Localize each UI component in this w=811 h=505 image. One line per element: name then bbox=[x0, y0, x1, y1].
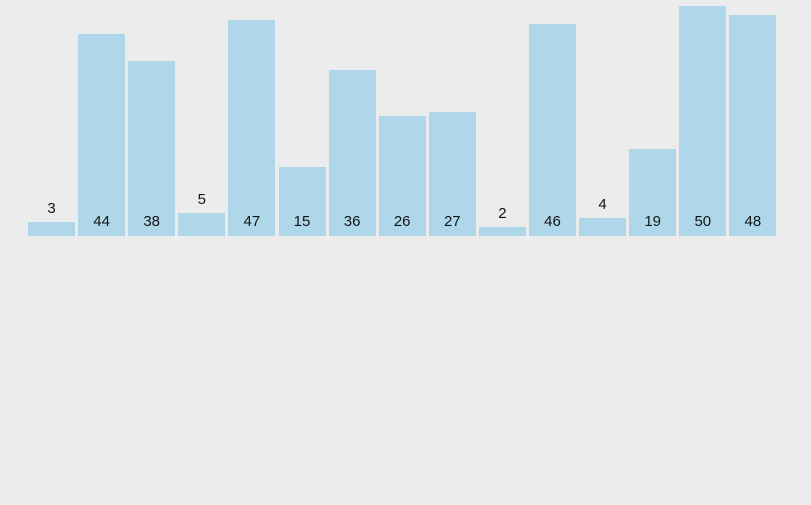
bar-value-label: 26 bbox=[393, 213, 411, 230]
bar bbox=[579, 217, 627, 236]
bar-value-label: 3 bbox=[47, 200, 56, 218]
bar bbox=[228, 19, 276, 236]
bar bbox=[28, 222, 75, 236]
bar-group: 19 bbox=[629, 0, 677, 236]
bar-value-label: 4 bbox=[598, 195, 607, 213]
bar bbox=[629, 148, 677, 236]
bar bbox=[78, 33, 126, 236]
bar-value-label: 44 bbox=[93, 213, 110, 230]
bar-group: 50 bbox=[679, 0, 727, 236]
bar bbox=[178, 213, 226, 236]
bar bbox=[529, 24, 576, 236]
bar bbox=[679, 6, 727, 236]
bar-value-label: 19 bbox=[644, 213, 662, 230]
bar bbox=[278, 167, 326, 236]
bar bbox=[378, 116, 426, 236]
bar-group: 15 bbox=[278, 0, 326, 236]
bar-group: 27 bbox=[428, 0, 476, 236]
bar bbox=[478, 226, 526, 236]
bar-group: 4 bbox=[579, 0, 627, 236]
bar-value-label: 46 bbox=[544, 213, 561, 230]
bar-group: 44 bbox=[78, 0, 126, 236]
bar-value-label: 38 bbox=[143, 213, 161, 230]
bar-group: 2 bbox=[478, 0, 526, 236]
bar-value-label: 5 bbox=[197, 191, 206, 208]
bar-value-label: 36 bbox=[343, 213, 361, 230]
bar bbox=[128, 61, 176, 236]
bar-value-label: 50 bbox=[694, 213, 712, 230]
bar-group: 48 bbox=[729, 0, 777, 236]
bar-value-label: 2 bbox=[498, 204, 507, 222]
bar-group: 3 bbox=[28, 0, 75, 236]
bar-group: 46 bbox=[529, 0, 576, 236]
bar bbox=[729, 15, 777, 236]
bar-group: 5 bbox=[178, 0, 226, 236]
bar-value-label: 48 bbox=[744, 213, 762, 230]
bar-value-label: 15 bbox=[293, 213, 311, 230]
bar-value-label: 47 bbox=[243, 213, 261, 230]
bar-group: 36 bbox=[328, 0, 376, 236]
bar-group: 47 bbox=[228, 0, 276, 236]
bar bbox=[428, 111, 476, 236]
bar-value-label: 27 bbox=[443, 213, 461, 230]
bar bbox=[328, 70, 376, 236]
bar-group: 38 bbox=[128, 0, 176, 236]
bar-group: 26 bbox=[378, 0, 426, 236]
